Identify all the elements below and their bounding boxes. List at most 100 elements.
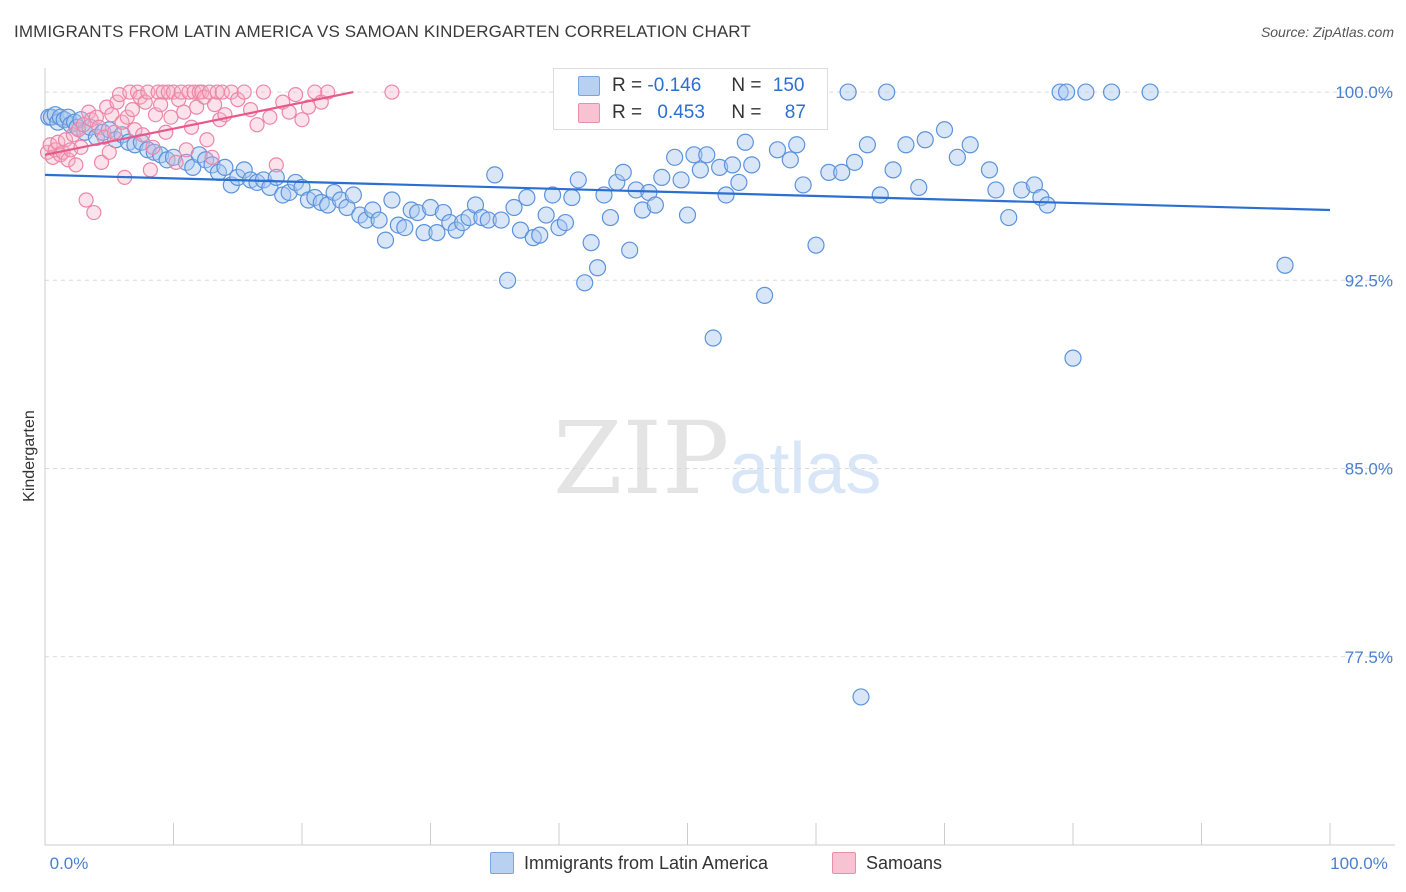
point-latin-america [576,274,594,292]
point-latin-america [415,224,433,242]
point-latin-america [878,83,896,101]
point-latin-america [723,156,742,174]
point-samoans [178,142,194,158]
point-latin-america [409,203,427,222]
trend-line-samoans [44,91,354,156]
point-latin-america [633,201,652,219]
point-latin-america [216,158,234,176]
r-value: -0.146 [647,75,702,96]
point-samoans [119,109,135,125]
blue-swatch [578,76,600,96]
y-tick-label: 92.5% [1345,271,1393,290]
point-latin-america [755,286,774,304]
point-samoans [168,154,184,170]
y-axis-title: Kindergarten [21,410,38,502]
point-latin-america [730,173,748,192]
point-latin-america [666,148,684,166]
point-latin-america [1276,256,1294,274]
point-samoans [249,117,265,133]
point-samoans [150,84,166,100]
point-latin-america [601,208,620,227]
point-latin-america [569,171,587,189]
point-latin-america [421,198,440,217]
legend-item-latin-america[interactable]: Immigrants from Latin America [490,852,768,874]
point-latin-america [556,213,575,232]
point-latin-america [531,226,549,244]
point-samoans [255,84,272,100]
point-latin-america [948,148,966,166]
point-latin-america [383,191,401,209]
x-tick-label: 100.0% [1330,854,1388,873]
point-samoans [183,119,200,135]
point-latin-america [980,161,999,179]
point-samoans [181,84,197,100]
point-latin-america [820,163,838,181]
point-latin-america [492,211,510,229]
point-samoans [142,162,158,178]
point-latin-america [910,178,928,197]
point-samoans [287,86,304,103]
r-label: R = [612,75,643,96]
source-credit: Source: ZipAtlas.com [1260,24,1394,40]
point-latin-america [871,186,889,204]
point-samoans [124,102,140,118]
n-label: N = [731,75,762,96]
point-latin-america [685,146,703,164]
point-latin-america [858,136,877,154]
legend-label: Immigrants from Latin America [524,852,769,873]
x-tick-label: 0.0% [50,854,89,873]
point-samoans [106,124,122,140]
legend-swatch-blue [490,852,514,874]
point-latin-america [1000,208,1018,227]
point-latin-america [563,188,581,207]
point-latin-america [916,131,934,149]
y-tick-label: 77.5% [1345,648,1393,667]
point-latin-america [678,206,697,224]
trend-lines [44,91,1331,212]
point-latin-america [621,241,639,259]
watermark-zip: ZIP [553,400,730,517]
point-latin-america [261,178,279,197]
axes [44,68,1395,846]
n-label: N = [731,102,762,123]
y-tick-label: 85.0% [1345,460,1393,479]
point-latin-america [935,121,954,139]
legend-item-samoans[interactable]: Samoans [832,852,942,874]
stats-row-pink: R = 0.453 N = 87 [578,100,806,126]
stats-legend-box: R = -0.146 N = 150 R = 0.453 N = 87 [553,68,828,130]
point-latin-america [582,234,600,252]
point-latin-america [434,203,452,222]
point-latin-america [486,166,504,184]
pink-swatch [578,103,600,123]
point-latin-america [987,181,1005,199]
point-latin-america [344,186,362,204]
point-latin-america [499,271,517,289]
point-latin-america [479,211,497,229]
point-latin-america [711,158,729,176]
point-samoans [384,84,400,100]
point-latin-america [833,163,851,181]
point-latin-america [428,224,446,242]
point-latin-america [653,168,671,187]
point-latin-america [794,176,812,194]
point-latin-america [370,211,388,229]
legend-label: Samoans [866,852,943,873]
point-samoans [207,97,223,113]
point-latin-america [1064,349,1082,367]
chart-title: IMMIGRANTS FROM LATIN AMERICA VS SAMOAN … [14,22,751,41]
point-samoans [101,144,117,160]
point-latin-america [672,171,690,189]
r-value: 0.453 [657,102,705,123]
point-samoans [160,84,176,100]
point-samoans [78,192,94,208]
point-samoans [189,99,205,115]
data-points [39,83,1294,706]
point-latin-america [768,141,787,159]
point-latin-america [511,221,530,239]
point-latin-america [543,186,562,204]
point-latin-america [614,163,632,181]
point-latin-america [646,196,664,214]
point-latin-america [788,136,806,154]
n-value: 87 [784,102,806,123]
